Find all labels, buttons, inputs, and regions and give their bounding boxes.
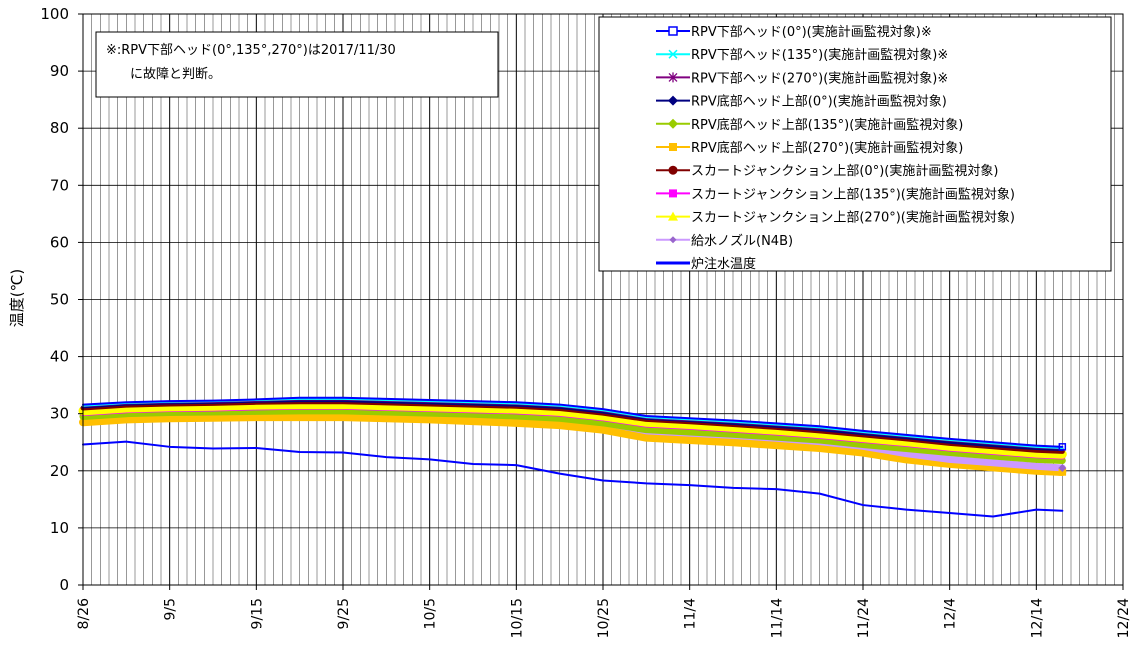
legend-entry: RPV下部ヘッド(270°)(実施計画監視対象)※ [656,70,948,86]
y-tick-label: 80 [50,119,69,137]
legend-marker [669,189,677,198]
x-tick-label: 11/14 [769,598,785,638]
legend-entry: 給水ノズル(N4B) [656,233,793,249]
legend-marker [669,143,677,151]
x-tick-label: 8/26 [76,598,92,630]
legend-label: RPV底部ヘッド上部(135°)(実施計画監視対象) [691,117,963,133]
legend-label: スカートジャンクション上部(270°)(実施計画監視対象) [691,210,1015,226]
series-line [79,407,1066,465]
legend-label: 給水ノズル(N4B) [691,233,793,249]
legend-label: RPV下部ヘッド(270°)(実施計画監視対象)※ [691,70,948,86]
y-tick-label: 30 [50,405,69,423]
x-tick-label: 10/25 [596,598,612,638]
legend-entry: RPV下部ヘッド(135°)(実施計画監視対象)※ [656,47,948,63]
legend-marker [668,118,678,129]
series-layer [78,396,1067,518]
y-tick-label: 50 [50,291,69,309]
legend-items: RPV下部ヘッド(0°)(実施計画監視対象)※ RPV下部ヘッド(135°)(実施… [656,24,1015,272]
legend-label: RPV底部ヘッド上部(270°)(実施計画監視対象) [691,140,963,156]
legend-entry: RPV底部ヘッド上部(0°)(実施計画監視対象) [656,94,947,110]
legend-marker [668,211,678,221]
legend-entry: 炉注水温度 [656,256,756,272]
y-tick-label: 70 [50,176,69,194]
y-tick-label: 20 [50,462,69,480]
legend-label: スカートジャンクション上部(0°)(実施計画監視対象) [691,163,998,179]
legend-label: RPV底部ヘッド上部(0°)(実施計画監視対象) [691,94,947,110]
legend-marker [668,95,678,106]
y-axis-label: 温度(℃) [8,269,26,328]
series-line [82,396,1064,448]
x-tick-label: 12/24 [1116,598,1132,638]
legend-entry: スカートジャンクション上部(0°)(実施計画監視対象) [656,163,998,179]
legend-label: RPV下部ヘッド(0°)(実施計画監視対象)※ [691,24,932,40]
note-line-2: に故障と判断。 [130,67,221,82]
x-axis: 8/26 9/5 9/15 9/25 10/5 10/15 10/25 11/4 11/14 11… [76,585,1132,638]
legend-entry: スカートジャンクション上部(270°)(実施計画監視対象) [656,210,1015,226]
data-point [1058,443,1067,451]
legend-marker [668,165,678,175]
legend-label: 炉注水温度 [691,256,756,272]
legend-entry: スカートジャンクション上部(135°)(実施計画監視対象) [656,186,1015,202]
x-tick-label: 12/14 [1029,598,1045,638]
x-tick-label: 9/5 [163,598,179,621]
y-tick-label: 10 [50,519,69,537]
legend-entry: RPV下部ヘッド(0°)(実施計画監視対象)※ [656,24,932,40]
series-line [79,413,1067,476]
legend-marker [668,49,678,59]
y-tick-label: 90 [50,62,69,80]
x-tick-label: 10/5 [423,598,439,629]
legend-entry: RPV底部ヘッド上部(135°)(実施計画監視対象) [656,117,963,133]
data-point [1058,463,1067,472]
legend-marker [668,72,678,83]
x-tick-label: 12/4 [943,598,959,630]
x-tick-label: 9/15 [249,598,265,629]
legend-label: スカートジャンクション上部(135°)(実施計画監視対象) [691,186,1015,202]
x-tick-label: 9/25 [336,598,352,629]
legend: RPV下部ヘッド(0°)(実施計画監視対象)※ RPV下部ヘッド(135°)(実施… [598,16,1112,272]
y-tick-label: 0 [59,576,69,594]
y-tick-label: 40 [50,348,69,366]
series-line [82,440,1064,518]
note-line-1: ※:RPV下部ヘッド(0°,135°,270°)は2017/11/30 [106,43,396,58]
y-axis: 0 10 20 30 40 50 60 70 80 90 100 [40,5,83,594]
note-box: ※:RPV下部ヘッド(0°,135°,270°)は2017/11/30 に故障と… [95,31,499,98]
x-tick-label: 11/4 [683,598,699,630]
legend-marker [668,26,678,36]
series-line [78,400,1067,459]
x-tick-label: 10/15 [509,598,525,638]
y-tick-label: 60 [50,233,69,251]
legend-marker [669,236,677,244]
legend-label: RPV下部ヘッド(135°)(実施計画監視対象)※ [691,47,948,63]
x-tick-label: 11/24 [856,598,872,638]
legend-entry: RPV底部ヘッド上部(270°)(実施計画監視対象) [656,140,963,156]
y-tick-label: 100 [40,5,69,23]
